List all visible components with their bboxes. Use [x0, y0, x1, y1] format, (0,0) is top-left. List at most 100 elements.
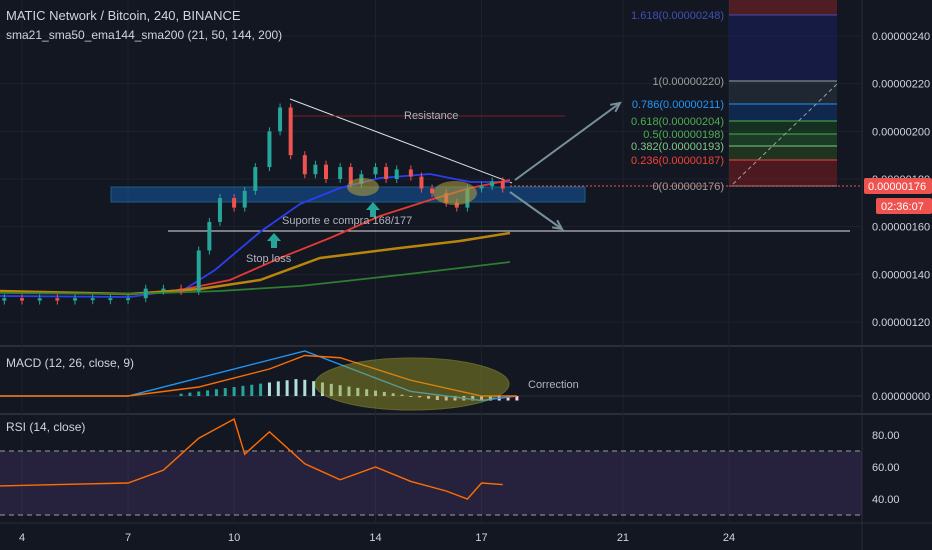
candle [394, 169, 399, 179]
price-tick-label: 0.00000200 [872, 126, 930, 138]
macd-histogram-bar [320, 382, 324, 396]
stop-loss-label: Stop loss [246, 253, 292, 265]
candle [2, 298, 7, 301]
macd-histogram-bar [285, 380, 289, 396]
macd-histogram-bar [480, 396, 484, 401]
time-tick-label: 4 [19, 532, 25, 544]
time-tick-label: 7 [125, 532, 131, 544]
macd-histogram-bar [188, 392, 192, 396]
fib-level-label: 0.618(0.00000204) [631, 116, 724, 128]
candle [55, 298, 60, 301]
bearish-projection-arrow-head [551, 219, 564, 231]
macd-histogram-bar [223, 388, 227, 396]
candle [324, 164, 329, 179]
candle [161, 288, 166, 291]
macd-signal-line [0, 354, 517, 397]
candle [278, 107, 283, 132]
bullish-projection-arrow [514, 102, 621, 181]
countdown-value: 02:36:07 [881, 201, 924, 213]
candle [419, 176, 424, 189]
price-tick-label: 0.00000120 [872, 317, 930, 329]
candle [373, 167, 378, 175]
bullish-projection-arrow-head [609, 101, 622, 113]
macd-histogram-bar [409, 396, 413, 397]
macd-histogram-bar [391, 393, 395, 396]
fib-level-label: 0.236(0.00000187) [631, 155, 724, 167]
candle [384, 167, 389, 179]
resistance-label: Resistance [404, 110, 458, 122]
highlight-ellipse [433, 181, 477, 205]
fib-level-label: 1.618(0.00000248) [631, 10, 724, 22]
fib-level-label: 0.382(0.00000193) [631, 141, 724, 153]
correction-ellipse [314, 357, 510, 411]
macd-histogram-bar [453, 396, 457, 401]
candle [20, 298, 24, 301]
rsi-label: RSI (14, close) [6, 420, 86, 434]
fib-zone [729, 104, 837, 121]
macd-histogram-bar [418, 396, 422, 398]
rsi-band [0, 451, 862, 515]
candle [267, 131, 272, 168]
fib-zone [729, 160, 837, 186]
rsi-tick-label: 40.00 [872, 494, 900, 506]
price-tick-label: 0.00000160 [872, 222, 930, 234]
fib-level-label: 0(0.00000176) [652, 181, 724, 193]
macd-histogram-bar [241, 385, 245, 396]
macd-histogram-bar [259, 383, 263, 396]
sma200-line [0, 261, 511, 295]
candle [490, 181, 495, 187]
chart-title: MATIC Network / Bitcoin, 240, BINANCE [6, 8, 241, 23]
macd-histogram-bar [206, 390, 210, 396]
macd-histogram-bar [471, 396, 475, 401]
time-tick-label: 17 [475, 532, 487, 544]
candle [313, 164, 318, 175]
highlight-ellipse [347, 178, 379, 196]
macd-histogram-bar [250, 384, 254, 396]
candle [143, 288, 148, 299]
macd-label: MACD (12, 26, close, 9) [6, 356, 135, 370]
fib-level-label: 0.5(0.00000198) [643, 129, 724, 141]
rsi-line [0, 417, 503, 500]
macd-histogram-bar [488, 396, 492, 401]
time-tick-label: 24 [723, 532, 735, 544]
macd-histogram-bar [435, 396, 439, 401]
macd-line [0, 350, 517, 402]
fib-zone [729, 121, 837, 134]
candle [242, 190, 247, 208]
time-tick-label: 21 [617, 532, 629, 544]
rsi-tick-label: 60.00 [872, 462, 900, 474]
price-tick-label: 0.00000220 [872, 79, 930, 91]
fib-zone [729, 0, 837, 15]
candle [73, 298, 78, 301]
candle [408, 169, 413, 177]
indicator-legend: sma21_sma50_ema144_sma200 (21, 50, 144, … [6, 28, 283, 42]
candle [196, 250, 201, 292]
correction-label: Correction [528, 379, 579, 391]
candle [348, 167, 353, 184]
macd-histogram-bar [382, 391, 386, 396]
candle [90, 298, 95, 301]
current-price-value: 0.00000176 [868, 181, 926, 193]
buy-arrow-marker [267, 233, 281, 248]
macd-histogram-bar [506, 396, 510, 401]
candle [288, 107, 293, 156]
macd-histogram-bar [276, 381, 280, 396]
candle [430, 188, 435, 194]
candle [179, 288, 184, 292]
macd-tick-label: 0.00000000 [872, 391, 930, 403]
candle [232, 198, 237, 208]
resistance-trendline [289, 98, 513, 184]
macd-histogram-bar [338, 385, 342, 396]
fib-zone [729, 146, 837, 160]
candle [108, 298, 113, 301]
support-label: Suporte e compra 168/177 [282, 215, 412, 227]
candle [253, 167, 258, 191]
fib-level-label: 0.786(0.00000211) [632, 99, 724, 111]
candle [217, 198, 222, 222]
buy-arrow-marker [366, 202, 380, 217]
time-tick-label: 10 [228, 532, 240, 544]
time-tick-label: 14 [369, 532, 381, 544]
macd-histogram-bar [427, 396, 431, 399]
fib-zone [729, 134, 837, 146]
